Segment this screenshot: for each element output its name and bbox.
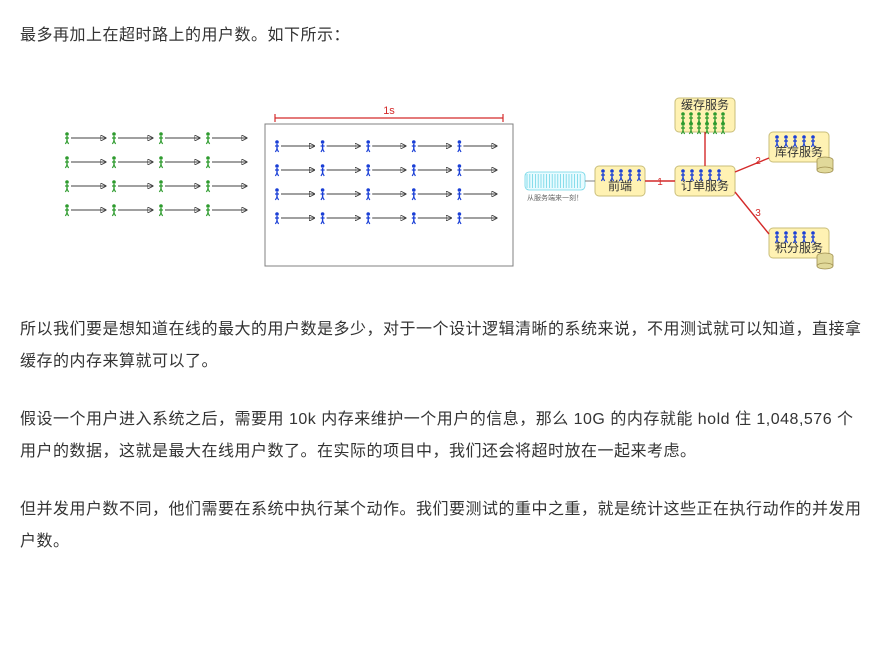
paragraph-2: 所以我们要是想知道在线的最大的用户数是多少，对于一个设计逻辑清晰的系统来说，不用… [20,314,869,378]
paragraph-intro: 最多再加上在超时路上的用户数。如下所示： [20,20,869,52]
paragraph-3: 假设一个用户进入系统之后，需要用 10k 内存来维护一个用户的信息，那么 10G… [20,404,869,468]
paragraph-4: 但并发用户数不同，他们需要在系统中执行某个动作。我们要测试的重中之重，就是统计这… [20,494,869,558]
svg-text:3: 3 [755,208,761,219]
system-diagram: 1s 从服务端来一刻！ 缓存服务前端 订单服务 库存服务积分服务 1 2 3 [20,78,869,278]
svg-text:积分服务: 积分服务 [774,240,822,255]
svg-text:从服务端来一刻！: 从服务端来一刻！ [527,193,583,202]
svg-text:缓存服务: 缓存服务 [680,97,728,112]
svg-text:1s: 1s [383,105,395,117]
svg-text:订单服务: 订单服务 [680,178,728,193]
svg-text:1: 1 [657,177,663,188]
svg-text:前端: 前端 [607,178,631,193]
svg-text:库存服务: 库存服务 [774,144,822,159]
svg-text:2: 2 [755,156,761,167]
